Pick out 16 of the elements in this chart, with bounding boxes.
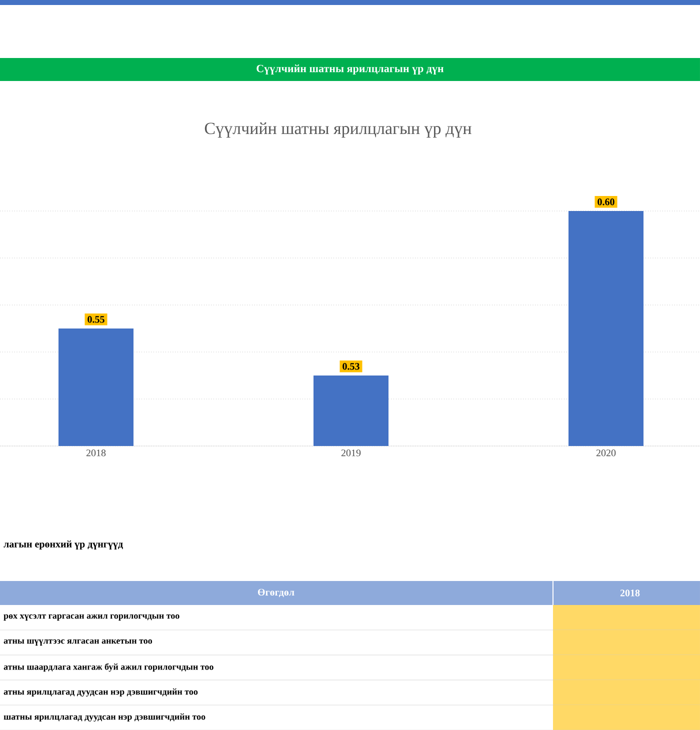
chart-title: Сүүлчийн шатны ярилцлагын үр дүн (204, 122, 472, 138)
text: атны шүүлтээс ялгасан анкетын тоо (4, 639, 152, 646)
data-label: 0.60 (598, 198, 614, 206)
text: 2018 (620, 590, 640, 596)
text: рөх хүсэлт гаргасан ажил горилогчдын тоо (4, 614, 180, 621)
x-tick-label: 2019 (341, 450, 361, 456)
text: атны шаардлага хангаж буй ажил горилогчдын тоо (4, 663, 214, 672)
x-tick-label: 2020 (596, 450, 616, 456)
text: лагын ерөнхий үр дүнгүүд (4, 540, 123, 550)
data-label: 0.55 (88, 316, 104, 323)
data-label: 0.53 (342, 363, 360, 370)
text: Өгөгдөл (258, 588, 294, 598)
text: атны ярилцлагад дуудсан нэр дэвшигчдийн тоо (4, 688, 198, 697)
text: Сүүлчийн шатны ярилцлагын үр дүн (256, 64, 444, 74)
x-tick-label: 2018 (86, 450, 106, 456)
text: шатны ярилцлагад дуудсан нэр дэвшигчдийн тоо (4, 713, 206, 722)
